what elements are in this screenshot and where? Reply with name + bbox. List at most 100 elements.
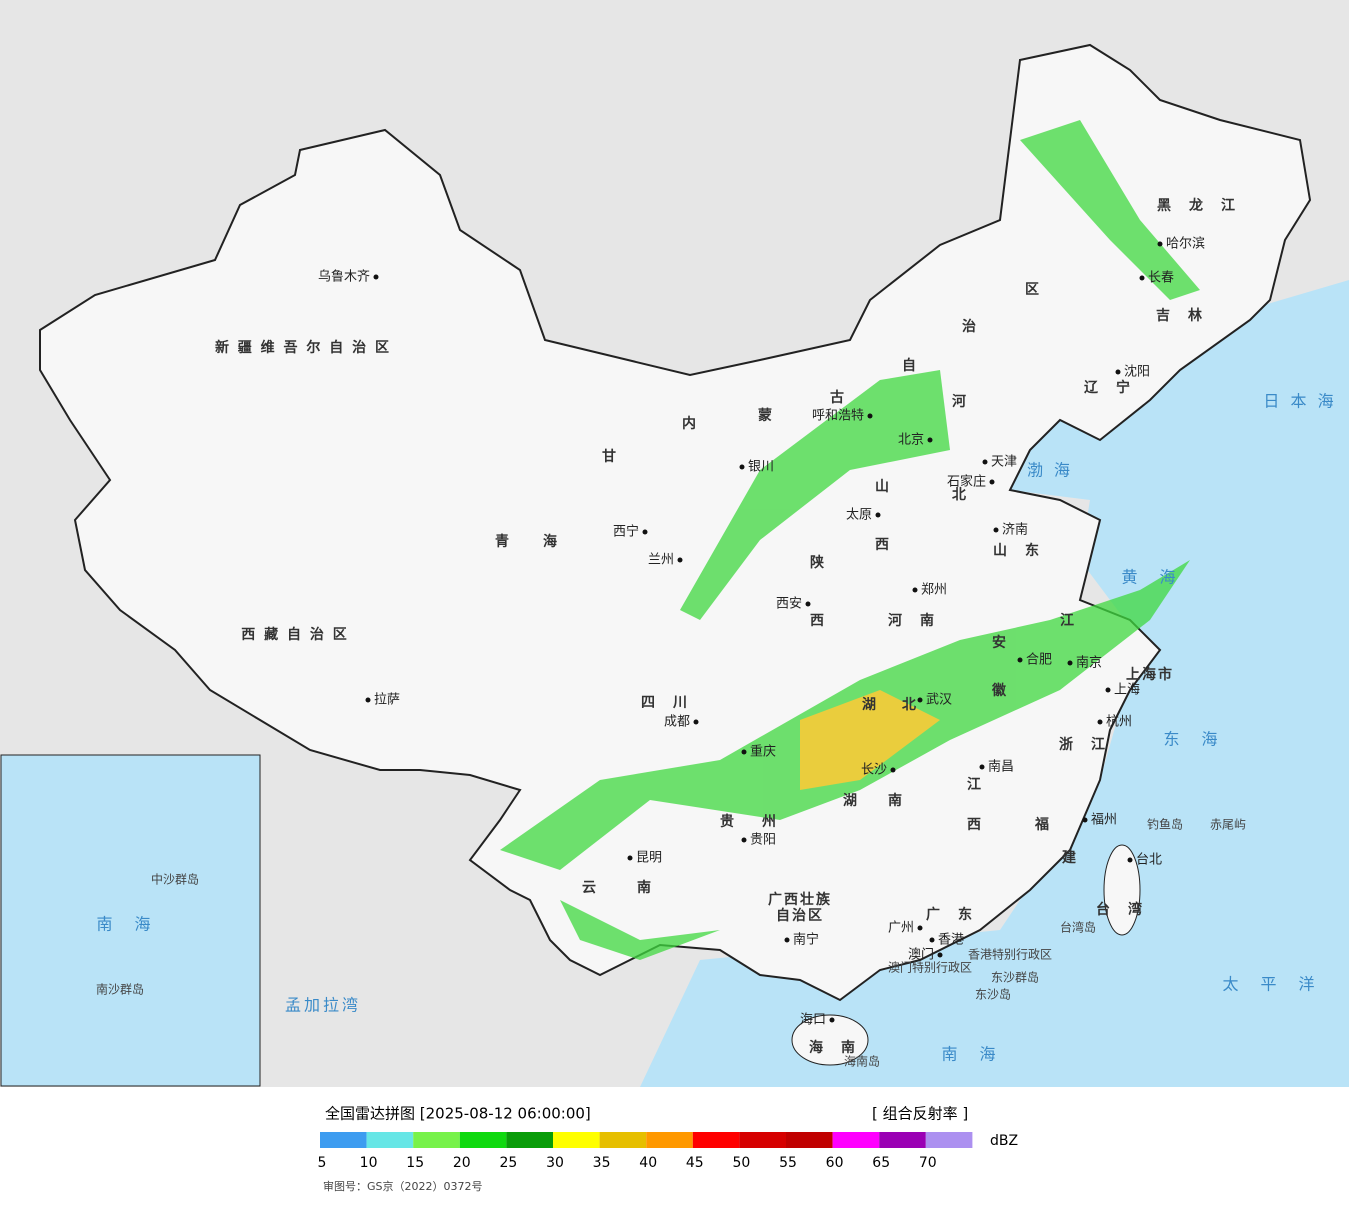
city-label: 北京 <box>898 433 924 448</box>
island-label: 东沙群岛 <box>991 970 1039 985</box>
echo <box>800 690 940 790</box>
region-label: 云 <box>582 880 598 896</box>
city-dot <box>1127 857 1133 863</box>
colorbar-segment <box>366 1132 414 1148</box>
approval-number: 审图号：GS京（2022）0372号 <box>323 1179 483 1193</box>
region-label: 辽 宁 <box>1084 379 1132 396</box>
region-label: 海 南 <box>809 1039 857 1056</box>
radar-echoes <box>500 120 1200 960</box>
sea-label: 南 海 <box>96 915 153 934</box>
city-dot <box>1097 719 1103 725</box>
region-label: 西 藏 自 治 区 <box>241 626 349 643</box>
colorbar-tick-label: 25 <box>499 1155 517 1171</box>
city-dot <box>1067 660 1073 666</box>
city-dot <box>741 837 747 843</box>
colorbar-segment <box>506 1132 553 1148</box>
hainan <box>791 1014 869 1066</box>
colorbar-tick-label: 60 <box>826 1155 844 1171</box>
city-dot <box>937 952 943 958</box>
colorbar-tick-label: 65 <box>872 1155 890 1171</box>
region-label: 浙 江 <box>1059 736 1107 753</box>
city-dot <box>917 925 923 931</box>
footer-title: 全国雷达拼图 [2025-08-12 06:00:00] <box>325 1105 591 1123</box>
region-label: 自 <box>902 357 918 374</box>
region-label: 甘 <box>602 448 618 465</box>
region-label: 建 <box>1062 849 1078 866</box>
city-label: 南宁 <box>793 932 819 948</box>
colorbar-tick-label: 55 <box>779 1155 797 1171</box>
city-label: 广州 <box>888 921 914 936</box>
city-label: 福州 <box>1091 813 1117 828</box>
city-dot <box>677 557 683 563</box>
region-label: 治 <box>962 318 978 335</box>
city-label: 太原 <box>846 508 872 523</box>
sea-label: 东 海 <box>1163 730 1220 749</box>
city-label: 杭州 <box>1106 715 1132 730</box>
colorbar-tick-label: 15 <box>406 1155 424 1171</box>
colorbar-segment <box>786 1132 833 1148</box>
island-label: 澳门特别行政区 <box>888 960 972 975</box>
city-dot <box>989 479 995 485</box>
colorbar-tick-label: 35 <box>593 1155 611 1171</box>
sea-label: 太 平 洋 <box>1222 975 1317 994</box>
region-label: 北 <box>952 487 968 503</box>
island-label: 钓鱼岛 <box>1147 817 1183 832</box>
island-label: 中沙群岛 <box>151 872 199 887</box>
city-label: 成都 <box>664 715 690 730</box>
city-dot <box>890 767 896 773</box>
region-label: 湖 <box>843 793 859 809</box>
city-dot <box>979 764 985 770</box>
city-dot <box>1017 657 1023 663</box>
city-label: 南京 <box>1076 655 1102 671</box>
city-label: 贵阳 <box>750 833 776 848</box>
region-label: 区 <box>1025 282 1041 298</box>
city-label: 重庆 <box>750 744 776 760</box>
city-dot <box>741 749 747 755</box>
city-dot <box>982 459 988 465</box>
product-label: [ 组合反射率 ] <box>872 1105 968 1123</box>
south-china-sea-inset <box>0 754 261 1087</box>
region-label: 贵 <box>720 813 736 830</box>
city-label: 沈阳 <box>1124 365 1150 380</box>
colorbar-tick-label: 40 <box>639 1155 657 1171</box>
city-label: 乌鲁木齐 <box>318 269 370 285</box>
city-dot <box>1139 275 1145 281</box>
region-label: 广西壮族 <box>768 891 832 908</box>
region-label: 河 <box>952 393 968 410</box>
colorbar-tick-label: 20 <box>453 1155 471 1171</box>
city-label: 长沙 <box>861 763 887 778</box>
region-label: 上海市 <box>1126 666 1174 683</box>
taiwan <box>1103 844 1141 936</box>
region-label: 安 <box>992 634 1008 651</box>
city-dot <box>1105 687 1111 693</box>
city-label: 济南 <box>1002 522 1028 538</box>
city-dot <box>1082 817 1088 823</box>
colorbar-tick-label: 30 <box>546 1155 564 1171</box>
echo <box>680 370 950 620</box>
unit-label: dBZ <box>990 1133 1018 1149</box>
city-dot <box>929 937 935 943</box>
colorbar-segment <box>553 1132 600 1148</box>
region-label: 青 海 <box>495 533 559 550</box>
region-label: 北 <box>902 697 918 713</box>
region-label: 台 湾 <box>1096 901 1144 918</box>
island-label: 台湾岛 <box>1060 920 1096 935</box>
colorbar-segment <box>413 1132 460 1148</box>
city-label: 石家庄 <box>947 474 986 490</box>
island-label: 南沙群岛 <box>96 982 144 997</box>
island-label: 海南岛 <box>844 1054 880 1069</box>
colorbar-segment <box>320 1132 367 1148</box>
colorbar-tick-label: 5 <box>318 1155 327 1171</box>
region-label: 南 <box>888 792 904 809</box>
city-label: 长春 <box>1148 271 1174 286</box>
colorbar-tick-label: 50 <box>732 1155 750 1171</box>
colorbar-segment <box>599 1132 647 1148</box>
city-dot <box>927 437 933 443</box>
city-dot <box>373 274 379 280</box>
city-label: 哈尔滨 <box>1166 236 1205 252</box>
city-dot <box>912 587 918 593</box>
city-dot <box>867 413 873 419</box>
region-label: 西 <box>810 613 826 629</box>
sea <box>640 280 1349 1087</box>
city-label: 澳门 <box>908 947 934 963</box>
